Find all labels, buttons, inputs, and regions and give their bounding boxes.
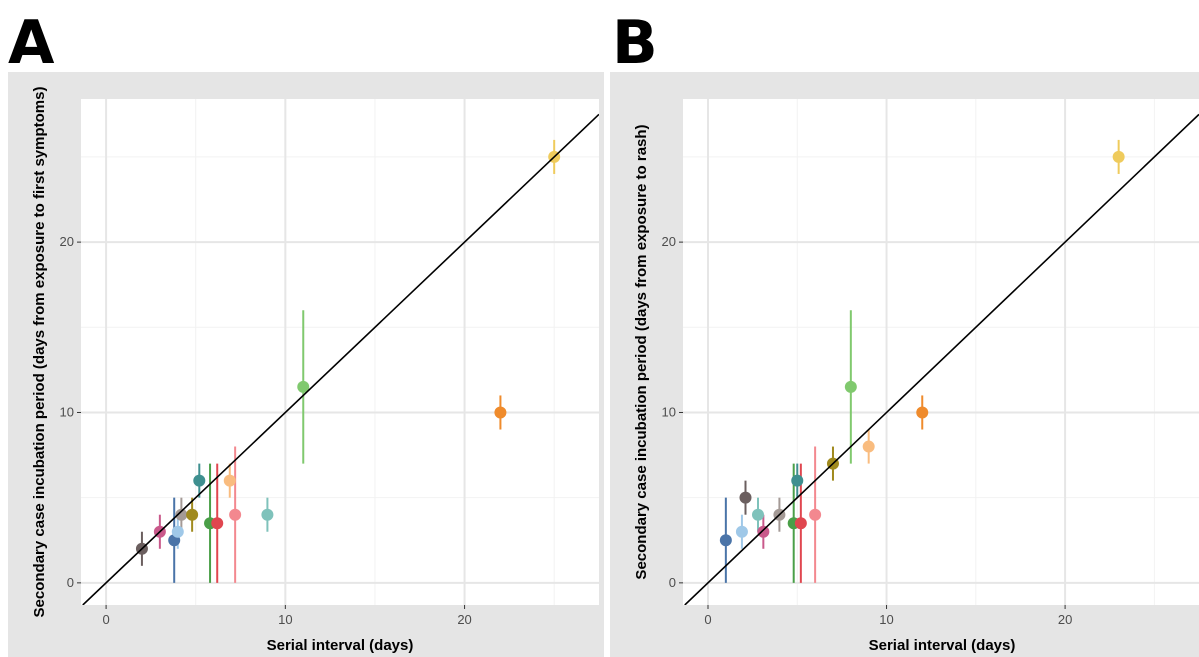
panel-b-data-point bbox=[862, 440, 875, 453]
panel-b-x-tick-label: 0 bbox=[704, 612, 711, 627]
panel-b-data-point bbox=[809, 508, 822, 521]
panel-b-data-point bbox=[739, 491, 752, 504]
panel-a-label: A bbox=[8, 8, 55, 78]
panel-a-y-tick-label: 10 bbox=[60, 404, 74, 419]
panel-a-x-tick-label: 20 bbox=[457, 612, 471, 627]
panel-a-plot: 0 10 20 0 10 20 bbox=[60, 99, 599, 627]
panel-b-data-point bbox=[791, 474, 804, 487]
panel-a-y-tick-label: 20 bbox=[60, 234, 74, 249]
panel-b-plot: 0 10 20 0 10 20 bbox=[662, 99, 1199, 627]
panel-b-data-point bbox=[1112, 150, 1125, 163]
panel-a-data-point bbox=[223, 474, 236, 487]
panel-b-data-point bbox=[794, 517, 807, 530]
panel-b-data-point bbox=[735, 525, 748, 538]
panel-a-data-point bbox=[494, 406, 507, 419]
panel-a-data-point bbox=[186, 508, 199, 521]
panel-b-y-tick-label: 0 bbox=[669, 575, 676, 590]
panel-b-xlabel: Serial interval (days) bbox=[869, 637, 1016, 654]
panel-a-data-point bbox=[261, 508, 274, 521]
panel-b-data-point bbox=[916, 406, 929, 419]
panel-a-ylabel: Secondary case incubation period (days f… bbox=[31, 87, 48, 618]
panel-b-data-point bbox=[719, 534, 732, 547]
panel-b-label: B bbox=[612, 8, 658, 78]
panel-b-data-point bbox=[844, 380, 857, 393]
panel-a-data-point bbox=[229, 508, 242, 521]
panel-a-data-point bbox=[171, 525, 184, 538]
panel-b-reference-line bbox=[684, 113, 1199, 605]
panel-b-y-tick-label: 10 bbox=[662, 404, 676, 419]
panel-b-x-tick-label: 10 bbox=[879, 612, 893, 627]
panel-a-data-point bbox=[175, 508, 188, 521]
panel-a-data-point bbox=[193, 474, 206, 487]
panel-a-plot-area bbox=[81, 99, 599, 605]
panel-b-data-point bbox=[751, 508, 764, 521]
panel-a-x-tick-label: 10 bbox=[278, 612, 292, 627]
panel-a-data-point bbox=[211, 517, 224, 530]
panel-b-y-tick-label: 20 bbox=[662, 234, 676, 249]
panel-a-x-tick-label: 0 bbox=[102, 612, 109, 627]
panel-a-xlabel: Serial interval (days) bbox=[267, 637, 414, 654]
panel-b-x-tick-label: 20 bbox=[1058, 612, 1072, 627]
panel-a-y-tick-label: 0 bbox=[67, 575, 74, 590]
panel-b-plot-area bbox=[683, 99, 1199, 605]
panel-b-data-point bbox=[757, 525, 770, 538]
panel-b-ylabel: Secondary case incubation period (days f… bbox=[633, 124, 650, 579]
panel-a-data-point bbox=[297, 380, 310, 393]
panel-a-reference-line bbox=[82, 113, 599, 605]
